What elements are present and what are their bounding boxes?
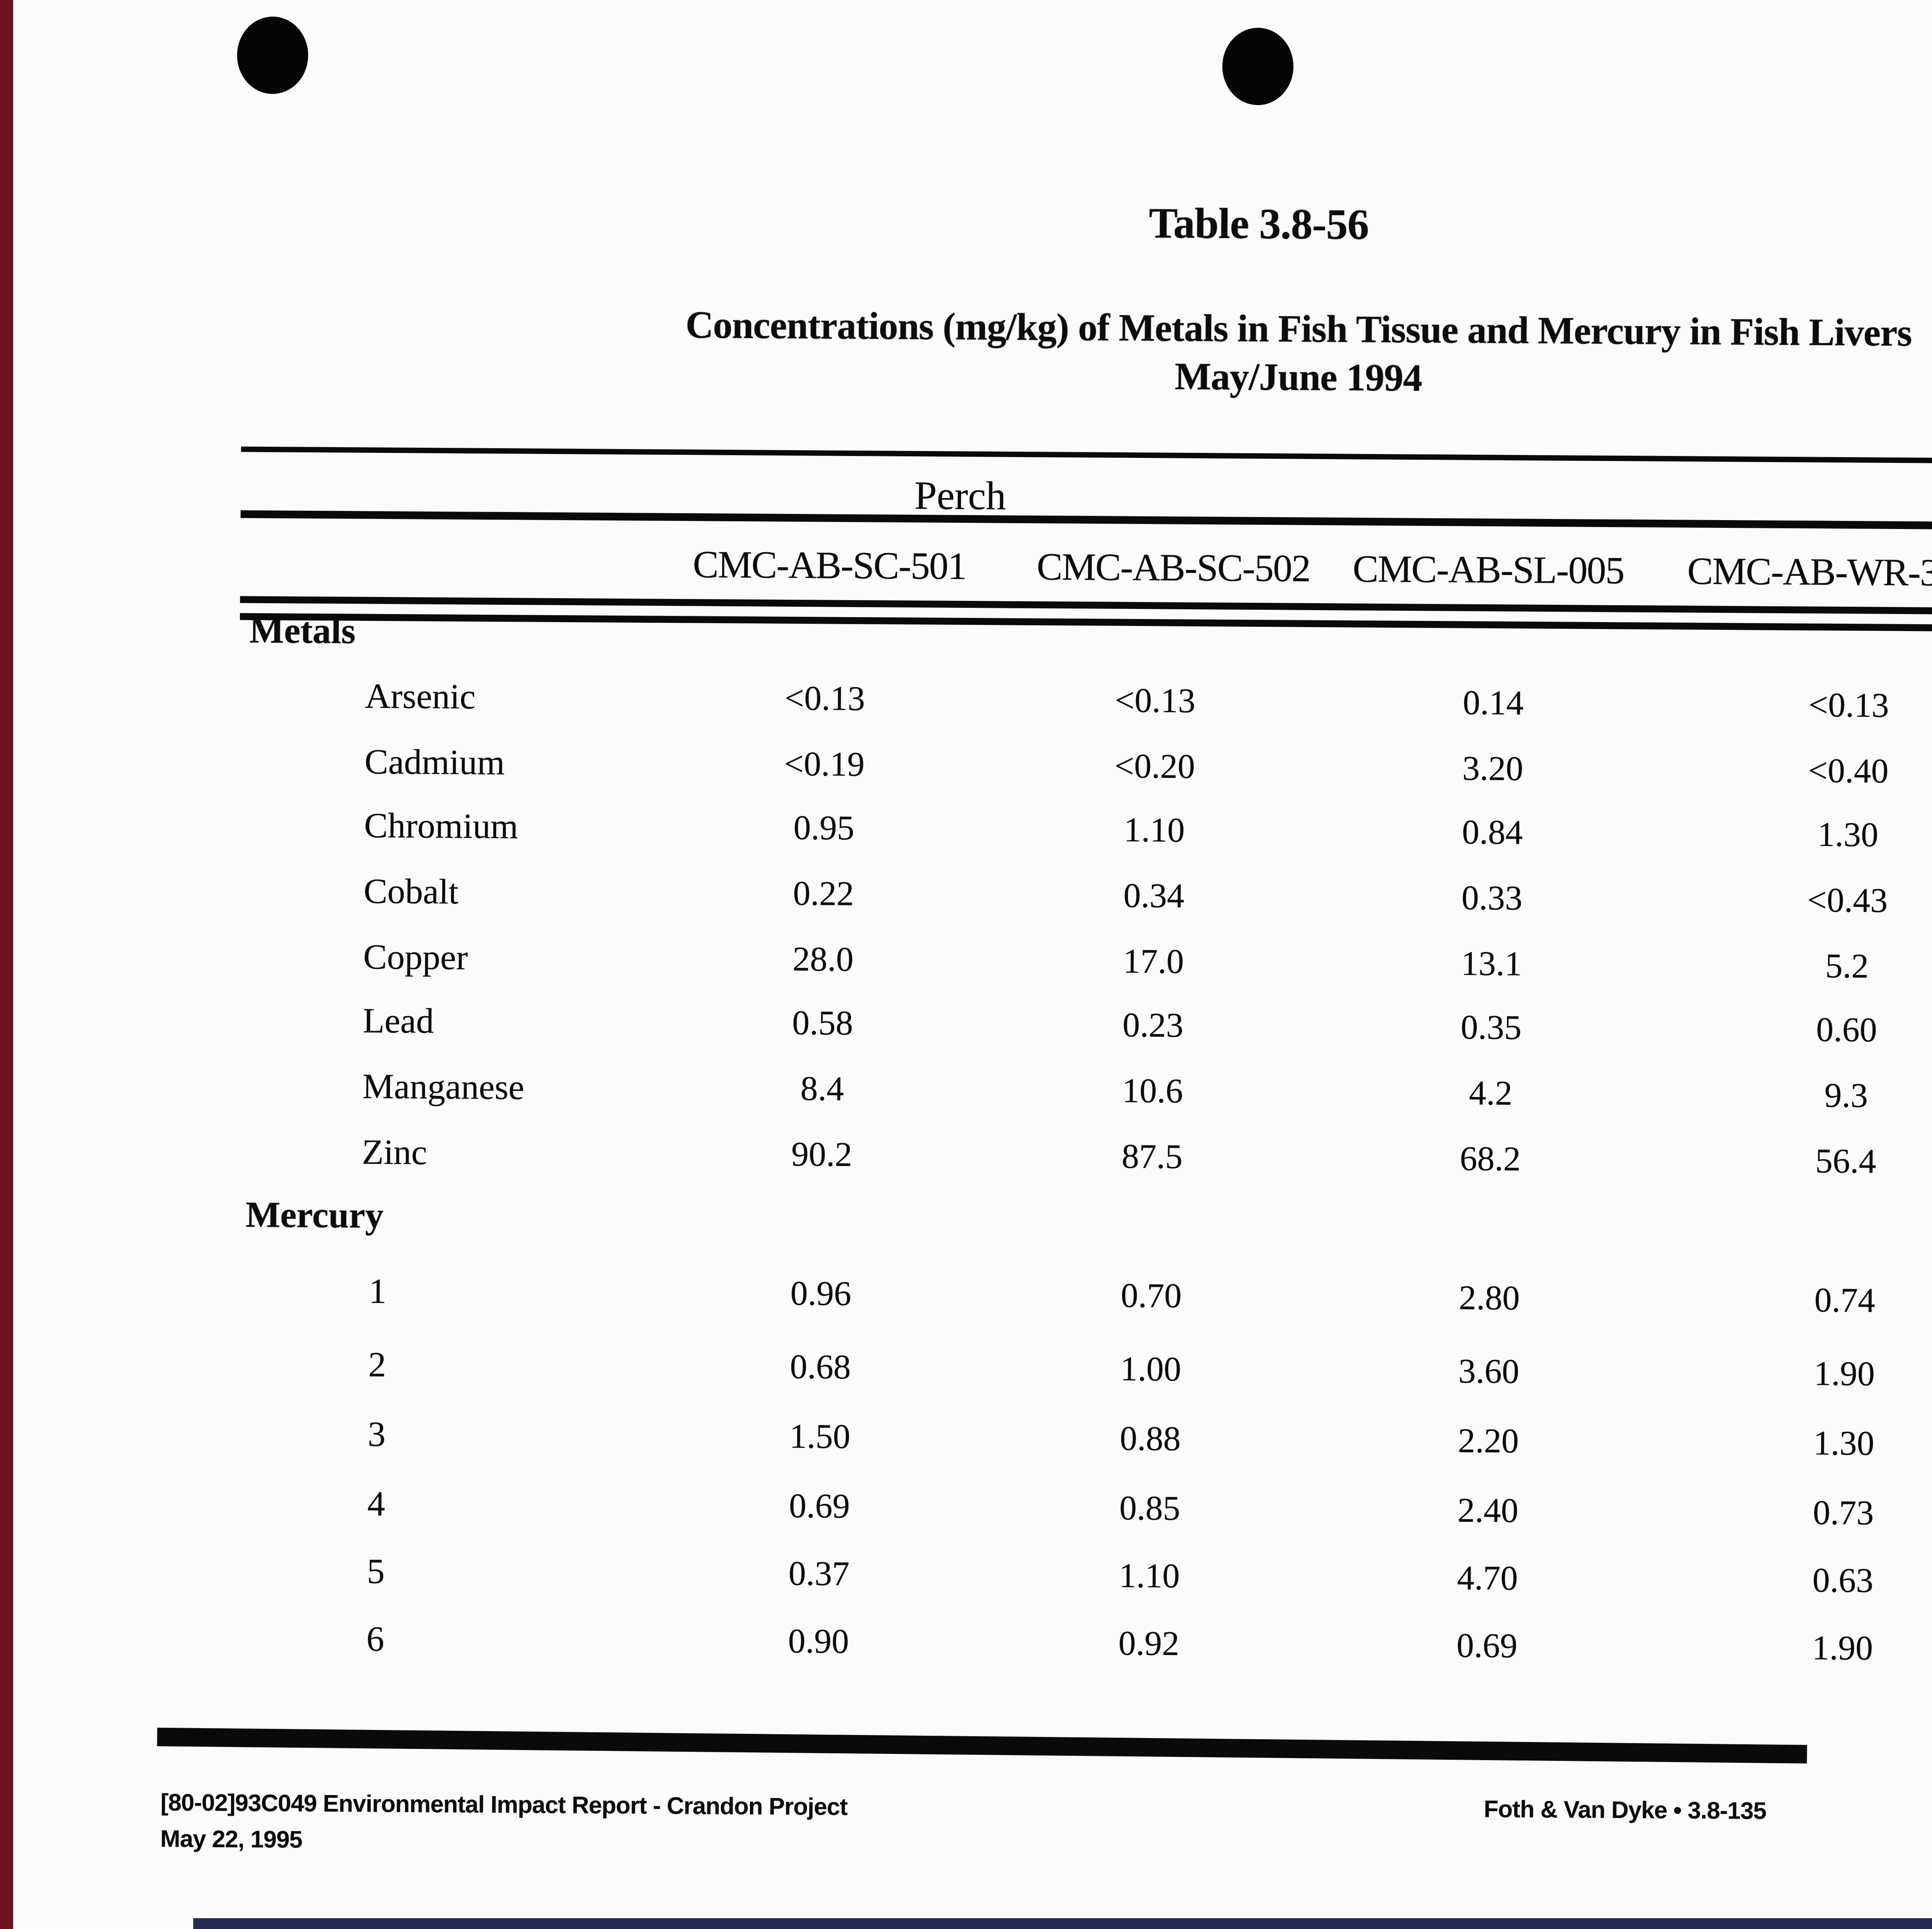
cell-value: 1.90 <box>1813 1354 1875 1393</box>
cell-value: <0.13 <box>1115 681 1196 720</box>
section-label: Mercury <box>245 1194 384 1236</box>
cell-value: 0.84 <box>1462 813 1523 852</box>
cell-value: 10.6 <box>1122 1072 1183 1111</box>
punch-mark-icon <box>236 16 309 94</box>
row-label: 2 <box>368 1344 386 1385</box>
cell-value: 0.88 <box>1119 1419 1181 1458</box>
table-body: CMC-AB-SC-501 CMC-AB-SC-502 CMC-AB-SL-005 C… <box>7 0 1932 1667</box>
table-title-date: May/June 1994 <box>1174 355 1422 400</box>
table-number: Table 3.8-56 <box>1148 199 1369 249</box>
cell-value: <0.40 <box>1808 751 1889 791</box>
cell-value: 0.73 <box>1813 1494 1874 1533</box>
cell-value: 2.40 <box>1457 1491 1519 1530</box>
scan-edge-bottom <box>193 1918 1932 1929</box>
column-header: CMC-AB-SL-005 <box>1352 547 1624 592</box>
row-label: 1 <box>369 1271 387 1311</box>
cell-value: 0.68 <box>789 1347 851 1386</box>
cell-value: 0.35 <box>1460 1008 1522 1047</box>
cell-value: 4.2 <box>1469 1074 1513 1112</box>
cell-value: 0.95 <box>793 808 855 847</box>
cell-value: 4.70 <box>1457 1558 1518 1597</box>
cell-value: 0.74 <box>1814 1281 1876 1320</box>
cell-value: <0.13 <box>1808 686 1889 725</box>
row-label: Manganese <box>362 1066 525 1107</box>
cell-value: 0.85 <box>1119 1489 1180 1528</box>
cell-value: 8.4 <box>800 1069 844 1108</box>
cell-value: 1.90 <box>1812 1629 1873 1668</box>
cell-value: 9.3 <box>1824 1076 1868 1115</box>
cell-value: 0.69 <box>1456 1626 1518 1665</box>
cell-value: 0.23 <box>1122 1006 1184 1045</box>
cell-value: 0.70 <box>1121 1276 1182 1315</box>
section-label: Metals <box>249 609 356 652</box>
cell-value: 0.60 <box>1816 1010 1877 1050</box>
row-label: Chromium <box>364 805 519 846</box>
cell-value: 0.96 <box>790 1274 852 1313</box>
column-header-rule-lower <box>240 613 1932 635</box>
cell-value: 2.20 <box>1458 1421 1519 1461</box>
group-header-rule <box>240 510 1932 533</box>
cell-value: 0.69 <box>789 1487 850 1526</box>
cell-value: 0.58 <box>792 1004 854 1043</box>
cell-value: <0.43 <box>1807 881 1888 920</box>
cell-value: 2.80 <box>1459 1278 1520 1318</box>
cell-value: 1.30 <box>1813 1424 1874 1463</box>
row-label: Lead <box>362 1000 434 1041</box>
footer-rule <box>157 1727 1807 1764</box>
cell-value: 0.90 <box>788 1622 849 1661</box>
footer-date: May 22, 1995 <box>160 1825 303 1853</box>
cell-value: 28.0 <box>792 940 854 979</box>
cell-value: 1.00 <box>1120 1350 1182 1389</box>
punch-mark-icon <box>1222 27 1294 105</box>
cell-value: 13.1 <box>1461 944 1522 983</box>
row-label: Cadmium <box>364 742 505 782</box>
cell-value: <0.20 <box>1114 747 1195 786</box>
table-title: Concentrations (mg/kg) of Metals in Fish… <box>685 303 1912 354</box>
cell-value: 17.0 <box>1122 942 1184 981</box>
cell-value: 0.63 <box>1812 1561 1874 1600</box>
cell-value: 1.10 <box>1119 1556 1180 1596</box>
cell-value: 1.50 <box>789 1417 850 1456</box>
column-header: CMC-AB-SC-502 <box>1036 545 1310 590</box>
cell-value: 68.2 <box>1459 1139 1521 1179</box>
cell-value: 0.22 <box>793 874 854 913</box>
cell-value: 56.4 <box>1815 1142 1876 1181</box>
row-label: 5 <box>367 1551 385 1591</box>
cell-value: 1.10 <box>1124 811 1185 850</box>
cell-value: 3.20 <box>1462 749 1524 788</box>
row-label: 4 <box>367 1483 386 1524</box>
row-label: 6 <box>366 1619 384 1659</box>
footer-page-ref: Foth & Van Dyke • 3.8-135 <box>1483 1796 1767 1825</box>
cell-value: 5.2 <box>1825 947 1869 985</box>
cell-value: 0.37 <box>788 1554 850 1593</box>
row-label: Cobalt <box>363 871 459 912</box>
cell-value: 0.14 <box>1463 684 1524 723</box>
cell-value: 3.60 <box>1458 1352 1520 1391</box>
column-header: CMC-AB-SC-501 <box>692 543 966 588</box>
row-label: Zinc <box>362 1132 427 1172</box>
cell-value: <0.19 <box>784 745 865 784</box>
cell-value: 87.5 <box>1121 1137 1183 1176</box>
row-label: Copper <box>363 937 468 977</box>
column-header: CMC-AB-WR-301 <box>1687 549 1932 594</box>
cell-value: 0.34 <box>1123 876 1185 915</box>
row-label: Arsenic <box>365 676 476 716</box>
cell-value: 0.33 <box>1461 878 1523 918</box>
table-top-rule <box>241 446 1932 467</box>
group-header-perch: Perch <box>914 473 1006 519</box>
cell-value: 1.30 <box>1817 815 1879 854</box>
cell-value: 0.92 <box>1118 1624 1180 1663</box>
footer-doc-id: [80-02]93C049 Environmental Impact Repor… <box>160 1789 848 1821</box>
scan-edge-left <box>0 0 13 1929</box>
cell-value: <0.13 <box>784 679 865 718</box>
cell-value: 90.2 <box>791 1135 852 1174</box>
row-label: 3 <box>367 1414 386 1454</box>
